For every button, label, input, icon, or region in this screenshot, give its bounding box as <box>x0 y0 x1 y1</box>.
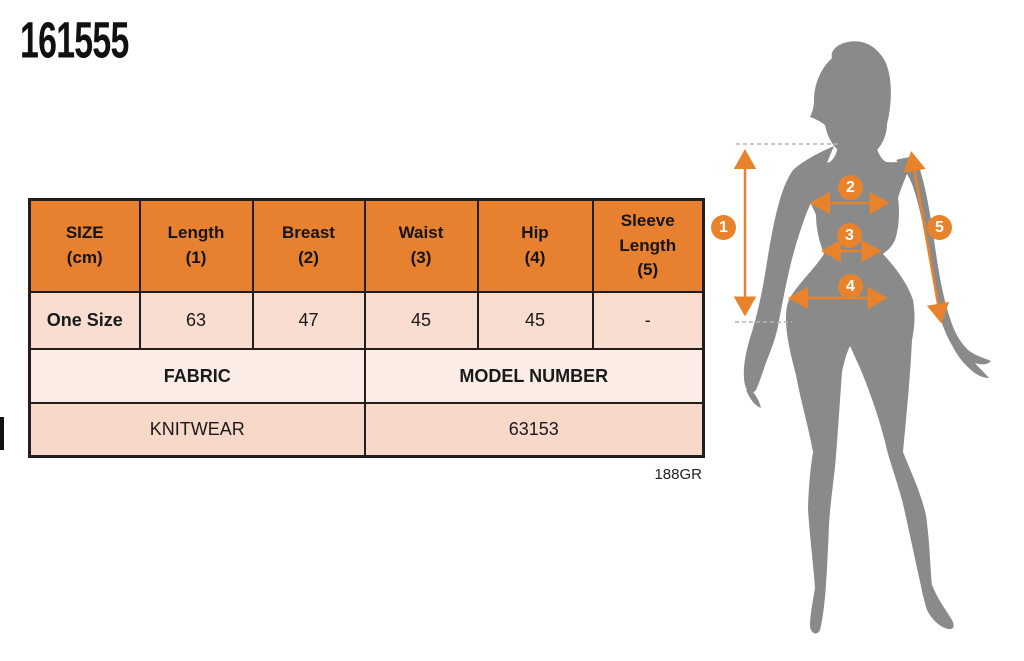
fabric-label: FABRIC <box>28 348 366 404</box>
model-number-label: MODEL NUMBER <box>363 348 705 404</box>
header-breast: Breast (2) <box>251 198 366 293</box>
cell-breast: 47 <box>251 291 366 350</box>
header-size: SIZE (cm) <box>28 198 141 293</box>
cell-length: 63 <box>138 291 254 350</box>
measurement-arrows <box>733 149 950 324</box>
fabric-value: KNITWEAR <box>28 402 366 458</box>
table-row: One Size 63 47 45 45 - <box>28 291 705 350</box>
table-row: FABRIC MODEL NUMBER <box>28 348 705 404</box>
measurement-figure: 1 2 3 4 5 <box>700 0 1024 661</box>
weight-note: 188GR <box>654 466 702 483</box>
measure-marker-4: 4 <box>838 274 863 299</box>
sleeve-arrow <box>903 151 950 324</box>
female-silhouette-icon <box>733 41 991 634</box>
size-table-header-row: SIZE (cm) Length (1) Breast (2) Waist (3… <box>28 198 705 293</box>
measure-marker-5: 5 <box>927 215 952 240</box>
header-length: Length (1) <box>138 198 254 293</box>
table-row: KNITWEAR 63153 <box>28 402 705 458</box>
measure-marker-2: 2 <box>838 175 863 200</box>
header-waist: Waist (3) <box>363 198 479 293</box>
header-hip: Hip (4) <box>476 198 594 293</box>
measure-marker-3: 3 <box>837 223 862 248</box>
cell-hip: 45 <box>476 291 594 350</box>
header-sleeve-length: Sleeve Length (5) <box>591 198 705 293</box>
product-code: 161555 <box>20 11 129 69</box>
silhouette-shape <box>743 41 991 634</box>
scan-artifact <box>0 417 4 450</box>
cell-sleeve: - <box>591 291 705 350</box>
measure-marker-1: 1 <box>711 215 736 240</box>
dashed-guide-lines <box>735 143 840 323</box>
cell-size-name: One Size <box>28 291 141 350</box>
model-number-value: 63153 <box>363 402 705 458</box>
size-table: SIZE (cm) Length (1) Breast (2) Waist (3… <box>28 198 705 458</box>
cell-waist: 45 <box>363 291 479 350</box>
